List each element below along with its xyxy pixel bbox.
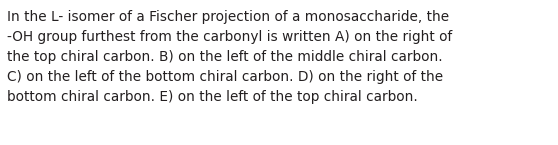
Text: In the L- isomer of a Fischer projection of a monosaccharide, the
-OH group furt: In the L- isomer of a Fischer projection…	[7, 10, 452, 104]
